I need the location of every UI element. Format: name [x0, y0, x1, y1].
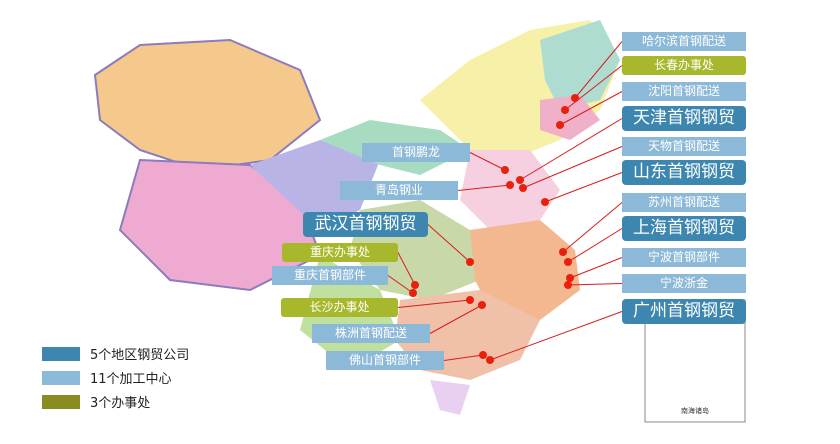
connector-line — [443, 354, 484, 361]
label-dark: 广州首钢钢贸 — [622, 299, 746, 324]
location-dot — [564, 258, 572, 266]
label-dark: 天津首钢钢贸 — [622, 106, 746, 131]
label-olive: 长沙办事处 — [281, 298, 398, 317]
location-dot — [466, 296, 474, 304]
connector-line — [544, 172, 623, 203]
label-light: 沈阳首钢配送 — [622, 82, 746, 101]
label-light: 天物首钢配送 — [622, 137, 746, 156]
label-olive: 重庆办事处 — [282, 243, 398, 262]
location-dot — [478, 301, 486, 309]
location-dot — [556, 121, 564, 129]
legend-item: 11个加工中心 — [42, 368, 172, 387]
connector-lines — [387, 41, 623, 361]
legend-swatch — [42, 370, 80, 385]
location-dot — [411, 281, 419, 289]
label-light: 株洲首钢配送 — [312, 324, 430, 343]
label-light: 青岛钢业 — [340, 181, 458, 200]
inset-caption: 南海诸岛 — [681, 406, 709, 415]
location-dot — [409, 289, 417, 297]
label-olive: 长春办事处 — [622, 56, 746, 75]
label-dark: 武汉首钢钢贸 — [303, 212, 428, 237]
legend-swatch — [42, 394, 80, 409]
location-dot — [479, 351, 487, 359]
connector-line — [569, 257, 623, 279]
connector-line — [519, 118, 623, 181]
connector-line — [567, 228, 623, 263]
connector-line — [457, 184, 511, 191]
label-light: 重庆首钢部件 — [272, 266, 388, 285]
legend-item: 5个地区钢贸公司 — [42, 344, 189, 363]
connector-line — [469, 152, 506, 171]
location-dot — [564, 281, 572, 289]
connector-line — [564, 65, 623, 111]
location-dot — [466, 258, 474, 266]
connector-line — [574, 41, 623, 99]
connector-line — [427, 224, 471, 263]
location-dot — [541, 198, 549, 206]
label-light: 宁波首钢部件 — [622, 248, 746, 267]
connector-line — [522, 146, 623, 189]
label-light: 宁波浙金 — [622, 274, 746, 293]
connector-line — [559, 91, 623, 126]
location-dot — [566, 274, 574, 282]
location-dot — [561, 106, 569, 114]
location-dot — [486, 356, 494, 364]
legend-swatch — [42, 346, 80, 361]
location-dot — [559, 248, 567, 256]
label-dark: 山东首钢钢贸 — [622, 160, 746, 185]
location-dot — [516, 176, 524, 184]
label-light: 佛山首钢部件 — [326, 351, 444, 370]
legend-label: 11个加工中心 — [90, 372, 172, 387]
location-dot — [506, 181, 514, 189]
label-light: 苏州首钢配送 — [622, 193, 746, 212]
connector-line — [489, 311, 623, 361]
label-light: 哈尔滨首钢配送 — [622, 32, 746, 51]
connector-line — [397, 299, 471, 308]
location-dots — [409, 94, 579, 364]
connector-line — [429, 304, 483, 334]
legend-label: 3个办事处 — [90, 396, 151, 411]
label-dark: 上海首钢钢贸 — [622, 216, 746, 241]
connector-line — [387, 275, 414, 294]
connector-line — [562, 202, 623, 253]
connector-line — [397, 252, 416, 286]
legend-label: 5个地区钢贸公司 — [90, 348, 190, 363]
location-dot — [519, 184, 527, 192]
provinces — [93, 20, 620, 415]
location-dot — [571, 94, 579, 102]
connector-line — [567, 283, 623, 286]
label-light: 首钢鹏龙 — [362, 143, 470, 162]
legend-item: 3个办事处 — [42, 392, 150, 411]
location-dot — [501, 166, 509, 174]
